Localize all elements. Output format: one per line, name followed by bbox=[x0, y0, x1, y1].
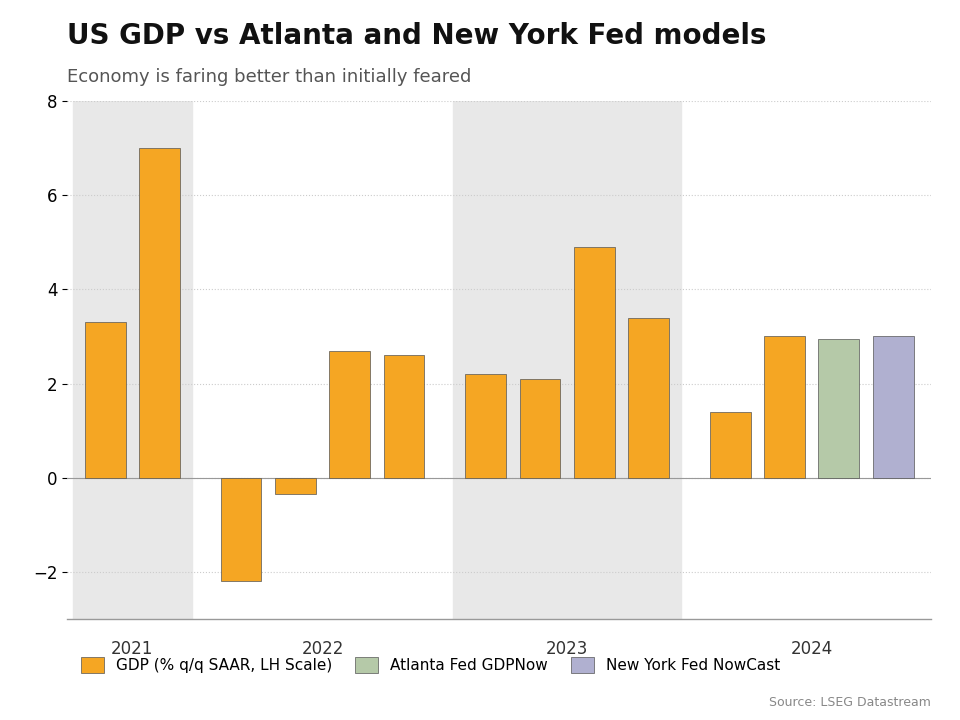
Bar bbox=[628, 318, 669, 478]
Bar bbox=[819, 339, 859, 478]
Bar bbox=[453, 101, 682, 619]
Text: Economy is faring better than initially feared: Economy is faring better than initially … bbox=[67, 68, 471, 86]
Bar bbox=[764, 336, 804, 478]
Bar bbox=[73, 101, 192, 619]
Bar bbox=[519, 379, 561, 478]
Bar bbox=[221, 478, 261, 582]
Bar bbox=[276, 478, 316, 495]
Bar bbox=[139, 148, 180, 478]
Text: Source: LSEG Datastream: Source: LSEG Datastream bbox=[769, 696, 931, 709]
Text: 2024: 2024 bbox=[790, 640, 832, 658]
Text: 2021: 2021 bbox=[111, 640, 154, 658]
Bar bbox=[574, 247, 614, 478]
Text: 2022: 2022 bbox=[301, 640, 344, 658]
Bar bbox=[329, 351, 371, 478]
Bar bbox=[384, 355, 424, 478]
Legend: GDP (% q/q SAAR, LH Scale), Atlanta Fed GDPNow, New York Fed NowCast: GDP (% q/q SAAR, LH Scale), Atlanta Fed … bbox=[75, 651, 786, 679]
Bar bbox=[873, 336, 914, 478]
Bar bbox=[84, 323, 126, 478]
Bar bbox=[466, 374, 506, 478]
Text: 2023: 2023 bbox=[546, 640, 588, 658]
Text: US GDP vs Atlanta and New York Fed models: US GDP vs Atlanta and New York Fed model… bbox=[67, 22, 767, 50]
Bar bbox=[709, 412, 751, 478]
